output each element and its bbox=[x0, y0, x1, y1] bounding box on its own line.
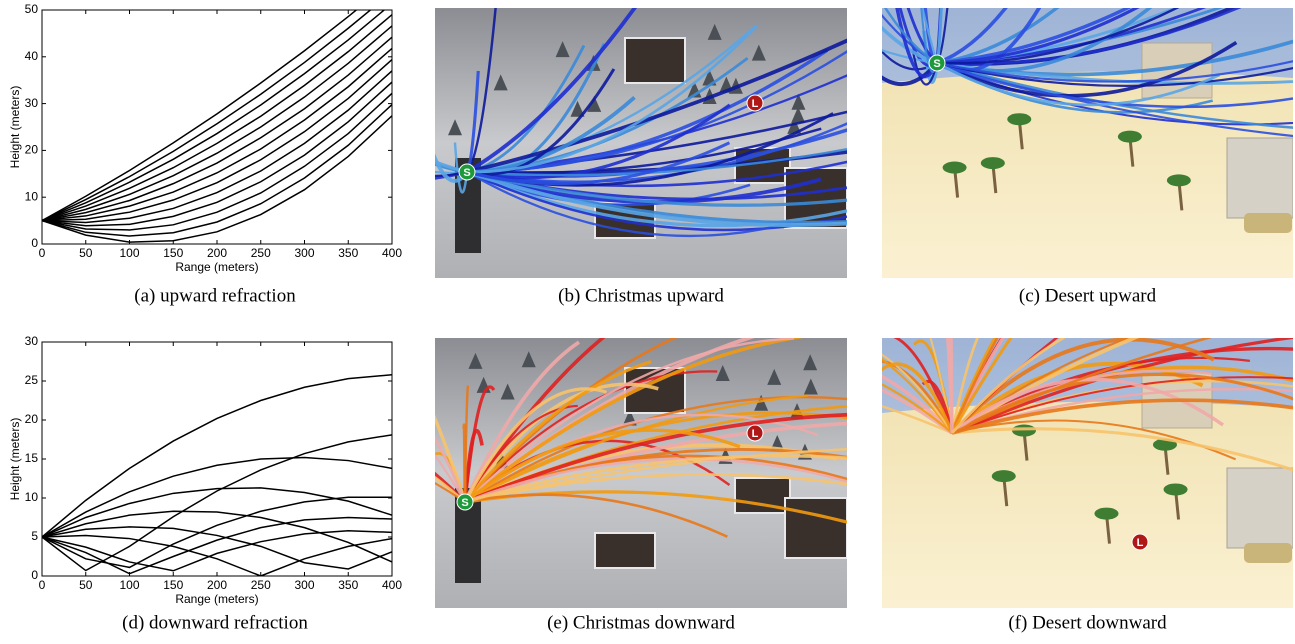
x-tick-label: 100 bbox=[119, 246, 139, 260]
marker-label: S bbox=[461, 497, 468, 509]
building bbox=[1227, 468, 1293, 548]
palm-leaves bbox=[1118, 131, 1142, 143]
x-tick-label: 200 bbox=[207, 578, 227, 592]
ray-line bbox=[42, 535, 392, 576]
building bbox=[1227, 138, 1293, 218]
caption: (d) downward refraction bbox=[122, 612, 308, 633]
palm-leaves bbox=[1012, 425, 1036, 437]
y-tick-label: 30 bbox=[25, 96, 39, 110]
y-tick-label: 15 bbox=[25, 451, 39, 465]
x-tick-label: 150 bbox=[163, 578, 183, 592]
y-tick-label: 25 bbox=[25, 373, 39, 387]
x-tick-label: 350 bbox=[338, 578, 358, 592]
x-tick-label: 300 bbox=[294, 246, 314, 260]
x-tick-label: 250 bbox=[251, 578, 271, 592]
marker-label: L bbox=[752, 98, 759, 110]
y-axis-label: Height (meters) bbox=[8, 418, 22, 501]
marker-label: S bbox=[933, 58, 940, 70]
ray-line bbox=[42, 0, 392, 221]
x-tick-label: 150 bbox=[163, 246, 183, 260]
y-tick-label: 5 bbox=[31, 529, 38, 543]
house bbox=[785, 498, 847, 558]
y-tick-label: 20 bbox=[25, 143, 39, 157]
palm-leaves bbox=[1167, 174, 1191, 186]
y-tick-label: 0 bbox=[31, 568, 38, 582]
palm-leaves bbox=[1007, 113, 1031, 125]
y-tick-label: 30 bbox=[25, 334, 39, 348]
x-tick-label: 400 bbox=[382, 578, 402, 592]
x-axis-label: Range (meters) bbox=[175, 260, 258, 274]
marker-label: L bbox=[1137, 537, 1144, 549]
marker-label: L bbox=[752, 428, 759, 440]
caption: (b) Christmas upward bbox=[558, 285, 724, 306]
vehicle bbox=[1244, 543, 1292, 563]
palm-leaves bbox=[981, 157, 1005, 169]
chart: 0 50 100 150 200 250 300 350 400 0 10 20 30 40 50 Range… bbox=[8, 0, 402, 306]
y-tick-label: 20 bbox=[25, 412, 39, 426]
ray-render bbox=[243, 409, 465, 502]
house bbox=[595, 533, 655, 568]
ray-line bbox=[42, 116, 392, 242]
x-tick-label: 0 bbox=[39, 578, 46, 592]
x-tick-label: 250 bbox=[251, 246, 271, 260]
x-tick-label: 0 bbox=[39, 246, 46, 260]
caption: (c) Desert upward bbox=[1019, 285, 1157, 306]
vehicle bbox=[1244, 213, 1292, 233]
y-tick-label: 10 bbox=[25, 189, 39, 203]
plot-frame bbox=[42, 10, 392, 244]
caption: (e) Christmas downward bbox=[547, 612, 735, 633]
x-tick-label: 400 bbox=[382, 246, 402, 260]
y-tick-label: 50 bbox=[25, 2, 39, 16]
ray-render bbox=[252, 55, 467, 176]
palm-leaves bbox=[1164, 483, 1188, 495]
x-tick-label: 200 bbox=[207, 246, 227, 260]
marker-label: S bbox=[463, 167, 470, 179]
caption: (f) Desert downward bbox=[1008, 612, 1167, 633]
x-tick-label: 50 bbox=[79, 246, 93, 260]
y-tick-label: 10 bbox=[25, 490, 39, 504]
x-axis-label: Range (meters) bbox=[175, 592, 258, 606]
x-tick-label: 50 bbox=[79, 578, 93, 592]
ray-render bbox=[172, 99, 467, 181]
x-tick-label: 300 bbox=[294, 578, 314, 592]
caption: (a) upward refraction bbox=[134, 285, 296, 306]
ray-line bbox=[42, 0, 392, 221]
ray-line bbox=[42, 527, 392, 569]
y-tick-label: 0 bbox=[31, 236, 38, 250]
house bbox=[625, 38, 685, 83]
chart: 0 50 100 150 200 250 300 350 400 0 5 10 15 20 25 30 Rang… bbox=[8, 334, 402, 633]
y-axis-label: Height (meters) bbox=[8, 86, 22, 169]
x-tick-label: 350 bbox=[338, 246, 358, 260]
palm-leaves bbox=[943, 162, 967, 174]
palm-leaves bbox=[1094, 508, 1118, 520]
y-tick-label: 40 bbox=[25, 49, 39, 63]
figure: 05010015020025030035040001020304050Range… bbox=[0, 0, 1295, 639]
palm-leaves bbox=[992, 470, 1016, 482]
x-tick-label: 100 bbox=[119, 578, 139, 592]
